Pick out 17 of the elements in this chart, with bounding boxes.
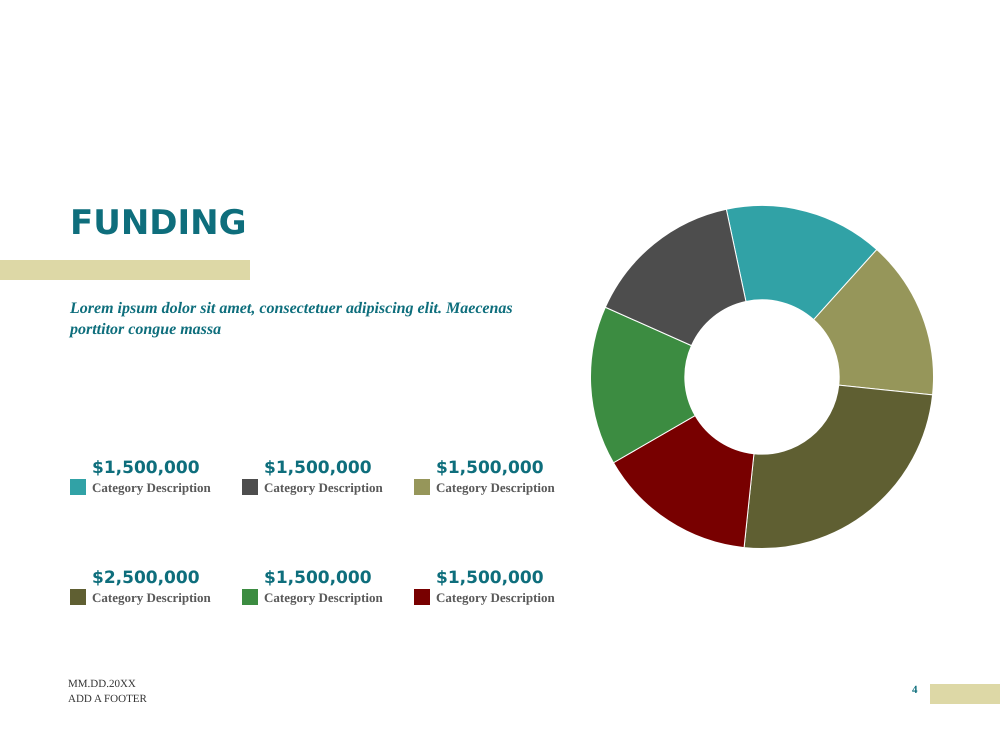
data-label: $1,500,000 bbox=[264, 458, 373, 478]
text: MM.DD.20XX bbox=[68, 678, 136, 690]
legend-label: Category Description bbox=[264, 480, 383, 496]
text: 4 bbox=[912, 684, 918, 696]
data-label: $1,500,000 bbox=[436, 458, 545, 478]
data-label: $1,500,000 bbox=[264, 568, 373, 588]
legend-label: Category Description bbox=[264, 590, 383, 606]
legend-label: Category Description bbox=[92, 480, 211, 496]
legend-label: Category Description bbox=[92, 590, 211, 606]
data-label: $1,500,000 bbox=[436, 568, 545, 588]
legend-label: Category Description bbox=[436, 480, 555, 496]
data-label: $1,500,000 bbox=[92, 458, 201, 478]
legend-label: Category Description bbox=[436, 590, 555, 606]
chart-title: FUNDING bbox=[70, 203, 247, 243]
text: Lorem ipsum dolor sit amet, consectetuer adipiscing elit. Maecenas porttitor congue massa bbox=[70, 299, 514, 340]
data-label: $2,500,000 bbox=[92, 568, 201, 588]
text: ADD A FOOTER bbox=[68, 693, 147, 705]
